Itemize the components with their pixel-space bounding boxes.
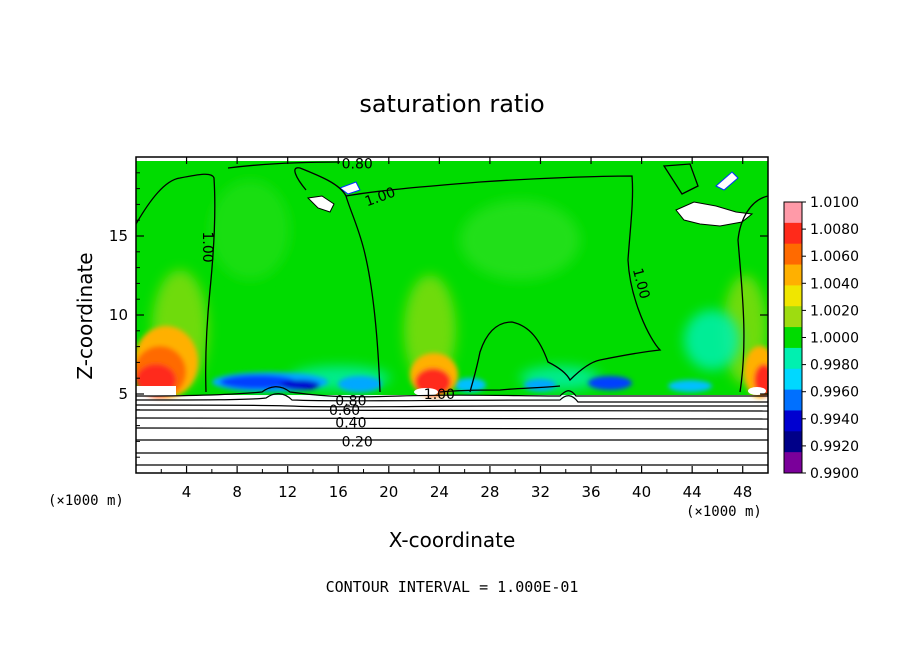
colorbar-label: 1.0020 <box>810 303 859 319</box>
x-tick-label: 16 <box>329 483 348 501</box>
colorbar-swatch <box>784 410 802 432</box>
x-tick-label: 32 <box>531 483 550 501</box>
colorbar-label: 1.0060 <box>810 249 859 265</box>
x-tick-label: 48 <box>733 483 752 501</box>
x-tick-label: 12 <box>278 483 297 501</box>
colorbar-swatch <box>784 389 802 411</box>
contour-label: 0.20 <box>342 434 373 450</box>
x-tick-label: 28 <box>480 483 499 501</box>
colorbar-swatch <box>784 431 802 453</box>
chart-title: saturation ratio <box>359 90 544 118</box>
colorbar-label: 0.9980 <box>810 358 859 374</box>
x-tick-label: 40 <box>632 483 651 501</box>
colorbar-label: 0.9900 <box>810 466 859 482</box>
contour-label: 1.00 <box>199 231 215 262</box>
x-tick-label: 20 <box>379 483 398 501</box>
colorbar-label: 1.0100 <box>810 195 859 211</box>
colorbar-swatch <box>784 243 802 266</box>
contour-label: 1.00 <box>629 267 653 301</box>
y-axis: 5 10 15 <box>109 172 768 458</box>
contour-label: 0.80 <box>335 393 366 409</box>
x-tick-label: 4 <box>182 483 192 501</box>
y-axis-label: Z-coordinate <box>73 252 97 379</box>
x-tick-label: 36 <box>581 483 600 501</box>
contour-label: 1.00 <box>424 387 455 403</box>
colorbar-label: 0.9960 <box>810 385 859 401</box>
y-tick-label: 10 <box>109 306 128 324</box>
x-axis-label: X-coordinate <box>389 528 516 552</box>
colorbar-label: 0.9940 <box>810 412 859 428</box>
colorbar-swatch <box>784 306 802 328</box>
colorbar-swatch <box>784 264 802 286</box>
colorbar-swatch <box>784 327 802 349</box>
colorbar-label: 1.0080 <box>810 222 859 238</box>
x-unit-label-right: (×1000 m) <box>686 504 762 520</box>
contour-label: 0.40 <box>335 415 366 431</box>
x-tick-label: 44 <box>683 483 702 501</box>
y-tick-label: 15 <box>109 227 128 245</box>
x-tick-label: 24 <box>430 483 449 501</box>
colorbar-swatch <box>784 285 802 307</box>
colorbar-swatch <box>784 222 802 245</box>
y-tick-label: 5 <box>118 385 128 403</box>
colorbar-swatch <box>784 452 802 474</box>
colorbar-label: 0.9920 <box>810 439 859 455</box>
contour-label: 0.60 <box>329 403 360 419</box>
colorbar-label: 1.0000 <box>810 331 859 347</box>
colorbar-label: 1.0040 <box>810 276 859 292</box>
x-axis: 4 8 12 16 20 24 28 32 36 40 44 48 <box>160 157 752 501</box>
plot-area <box>136 157 768 473</box>
colorbar-swatch <box>784 368 802 391</box>
colorbar-swatch <box>784 202 802 224</box>
x-tick-label: 8 <box>232 483 242 501</box>
contour-interval-note: CONTOUR INTERVAL = 1.000E-01 <box>326 578 579 596</box>
contour-label: 0.80 <box>342 156 373 172</box>
colorbar: 1.0100 1.0080 1.0060 1.0040 1.0020 1.0000 0.99… <box>783 195 859 482</box>
colorbar-swatch <box>784 347 802 370</box>
x-unit-label-left: (×1000 m) <box>48 493 124 509</box>
